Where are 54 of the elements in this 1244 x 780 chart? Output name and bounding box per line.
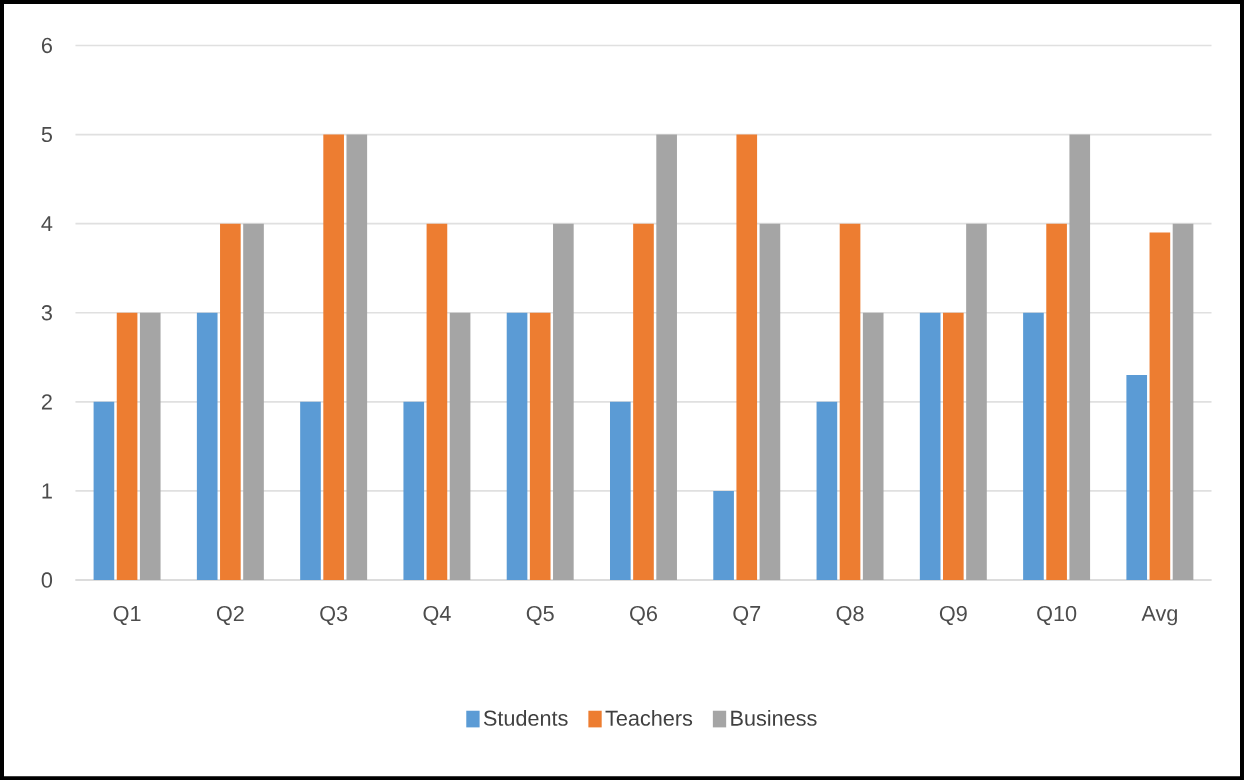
bar: [656, 134, 677, 580]
x-tick-label: Q7: [733, 605, 761, 625]
y-tick-label: 1: [42, 483, 52, 499]
bar: [553, 223, 574, 580]
y-tick-label: 3: [41, 304, 52, 321]
bar: [300, 401, 321, 580]
x-tick-label: Q8: [836, 605, 864, 625]
x-tick-label: Q1: [113, 605, 141, 625]
bar: [839, 223, 861, 580]
bar: [506, 312, 528, 580]
x-tick-label: Q4: [423, 605, 451, 625]
bar: [196, 312, 218, 580]
bar: [243, 223, 264, 580]
bar: [966, 223, 987, 580]
bar: [323, 134, 344, 580]
bar: [816, 401, 838, 580]
bar: [919, 312, 941, 580]
bar: [93, 401, 115, 580]
y-tick-label: 5: [41, 126, 52, 142]
bar: [116, 312, 138, 580]
y-tick-label: 2: [41, 394, 52, 410]
legend-label: Teachers: [605, 709, 693, 726]
x-tick-label: Q9: [939, 605, 967, 625]
bar: [1069, 134, 1091, 580]
bar: [1046, 223, 1067, 580]
bar: [403, 401, 425, 580]
y-tick-label: 0: [41, 572, 53, 588]
bar: [139, 312, 161, 580]
x-tick-label: Q10: [1037, 605, 1077, 625]
bar: [1172, 223, 1194, 580]
bar: [1149, 232, 1171, 580]
x-tick-label: Q2: [216, 605, 244, 625]
bar: [1023, 312, 1044, 580]
bar: [529, 312, 551, 580]
bar: [426, 223, 448, 580]
bar: [220, 223, 241, 580]
bar: [862, 312, 884, 580]
x-tick-label: Q3: [320, 605, 348, 625]
legend-label: Business: [731, 709, 817, 726]
bar: [736, 134, 758, 580]
bar: [1126, 374, 1148, 580]
x-tick-label: Q5: [526, 605, 554, 625]
bar: [610, 401, 631, 580]
bar: [633, 223, 654, 580]
y-tick-label: 6: [41, 37, 52, 53]
bar: [449, 312, 471, 580]
legend-label: Students: [483, 709, 568, 726]
bar: [346, 134, 368, 580]
y-tick-label: 4: [41, 216, 53, 231]
bar: [759, 223, 781, 580]
bar: [713, 490, 734, 580]
x-tick-label: Avg: [1141, 605, 1177, 626]
bar: [942, 312, 964, 580]
x-tick-label: Q6: [630, 605, 657, 625]
